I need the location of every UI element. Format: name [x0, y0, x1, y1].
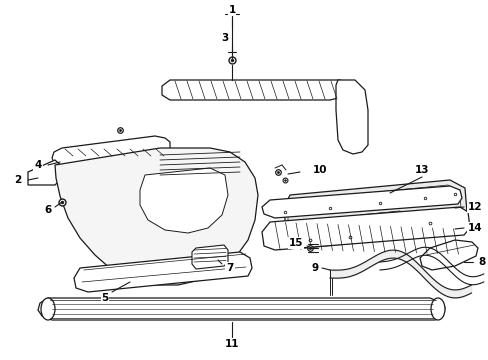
Text: 6: 6: [44, 205, 52, 215]
Polygon shape: [140, 168, 227, 233]
Polygon shape: [162, 80, 349, 100]
Polygon shape: [419, 240, 477, 270]
Polygon shape: [55, 148, 258, 285]
Text: 12: 12: [467, 202, 481, 212]
Text: 3: 3: [221, 33, 228, 43]
Text: 9: 9: [311, 263, 318, 273]
Polygon shape: [38, 298, 444, 320]
Text: 1: 1: [228, 5, 235, 15]
Polygon shape: [74, 252, 251, 292]
Polygon shape: [28, 160, 68, 185]
Polygon shape: [262, 207, 469, 250]
Ellipse shape: [41, 298, 55, 320]
Polygon shape: [335, 80, 367, 154]
Text: 13: 13: [414, 165, 428, 175]
Polygon shape: [285, 180, 467, 248]
Text: 14: 14: [467, 223, 481, 233]
Polygon shape: [52, 136, 170, 168]
Polygon shape: [353, 211, 405, 230]
Text: 2: 2: [14, 175, 21, 185]
Text: 4: 4: [34, 160, 41, 170]
Text: 15: 15: [288, 238, 303, 248]
Polygon shape: [262, 186, 461, 218]
Text: 5: 5: [101, 293, 108, 303]
Ellipse shape: [430, 298, 444, 320]
Polygon shape: [192, 245, 227, 269]
Text: 7: 7: [226, 263, 233, 273]
Text: 10: 10: [312, 165, 326, 175]
Text: 11: 11: [224, 339, 239, 349]
Text: 8: 8: [477, 257, 485, 267]
